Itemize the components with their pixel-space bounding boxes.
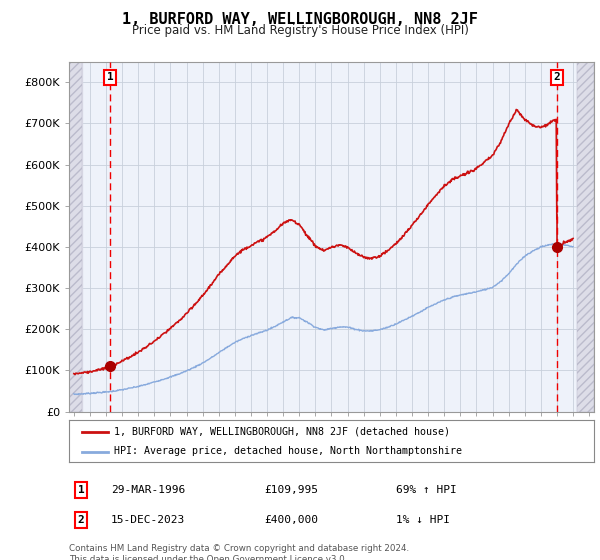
Text: HPI: Average price, detached house, North Northamptonshire: HPI: Average price, detached house, Nort… [113, 446, 461, 456]
Text: 1, BURFORD WAY, WELLINGBOROUGH, NN8 2JF (detached house): 1, BURFORD WAY, WELLINGBOROUGH, NN8 2JF … [113, 427, 449, 437]
Bar [577, 62, 594, 412]
Text: 1, BURFORD WAY, WELLINGBOROUGH, NN8 2JF: 1, BURFORD WAY, WELLINGBOROUGH, NN8 2JF [122, 12, 478, 27]
Text: 29-MAR-1996: 29-MAR-1996 [111, 485, 185, 495]
Text: £109,995: £109,995 [264, 485, 318, 495]
Text: 1: 1 [107, 72, 113, 82]
Text: 1% ↓ HPI: 1% ↓ HPI [396, 515, 450, 525]
Bar [69, 62, 82, 412]
Text: £400,000: £400,000 [264, 515, 318, 525]
Text: 2: 2 [77, 515, 85, 525]
Bar [69, 62, 82, 412]
Text: Contains HM Land Registry data © Crown copyright and database right 2024.
This d: Contains HM Land Registry data © Crown c… [69, 544, 409, 560]
Text: 1: 1 [77, 485, 85, 495]
Text: 2: 2 [554, 72, 560, 82]
Bar [577, 62, 594, 412]
Text: Price paid vs. HM Land Registry's House Price Index (HPI): Price paid vs. HM Land Registry's House … [131, 24, 469, 36]
Text: 15-DEC-2023: 15-DEC-2023 [111, 515, 185, 525]
Text: 69% ↑ HPI: 69% ↑ HPI [396, 485, 457, 495]
